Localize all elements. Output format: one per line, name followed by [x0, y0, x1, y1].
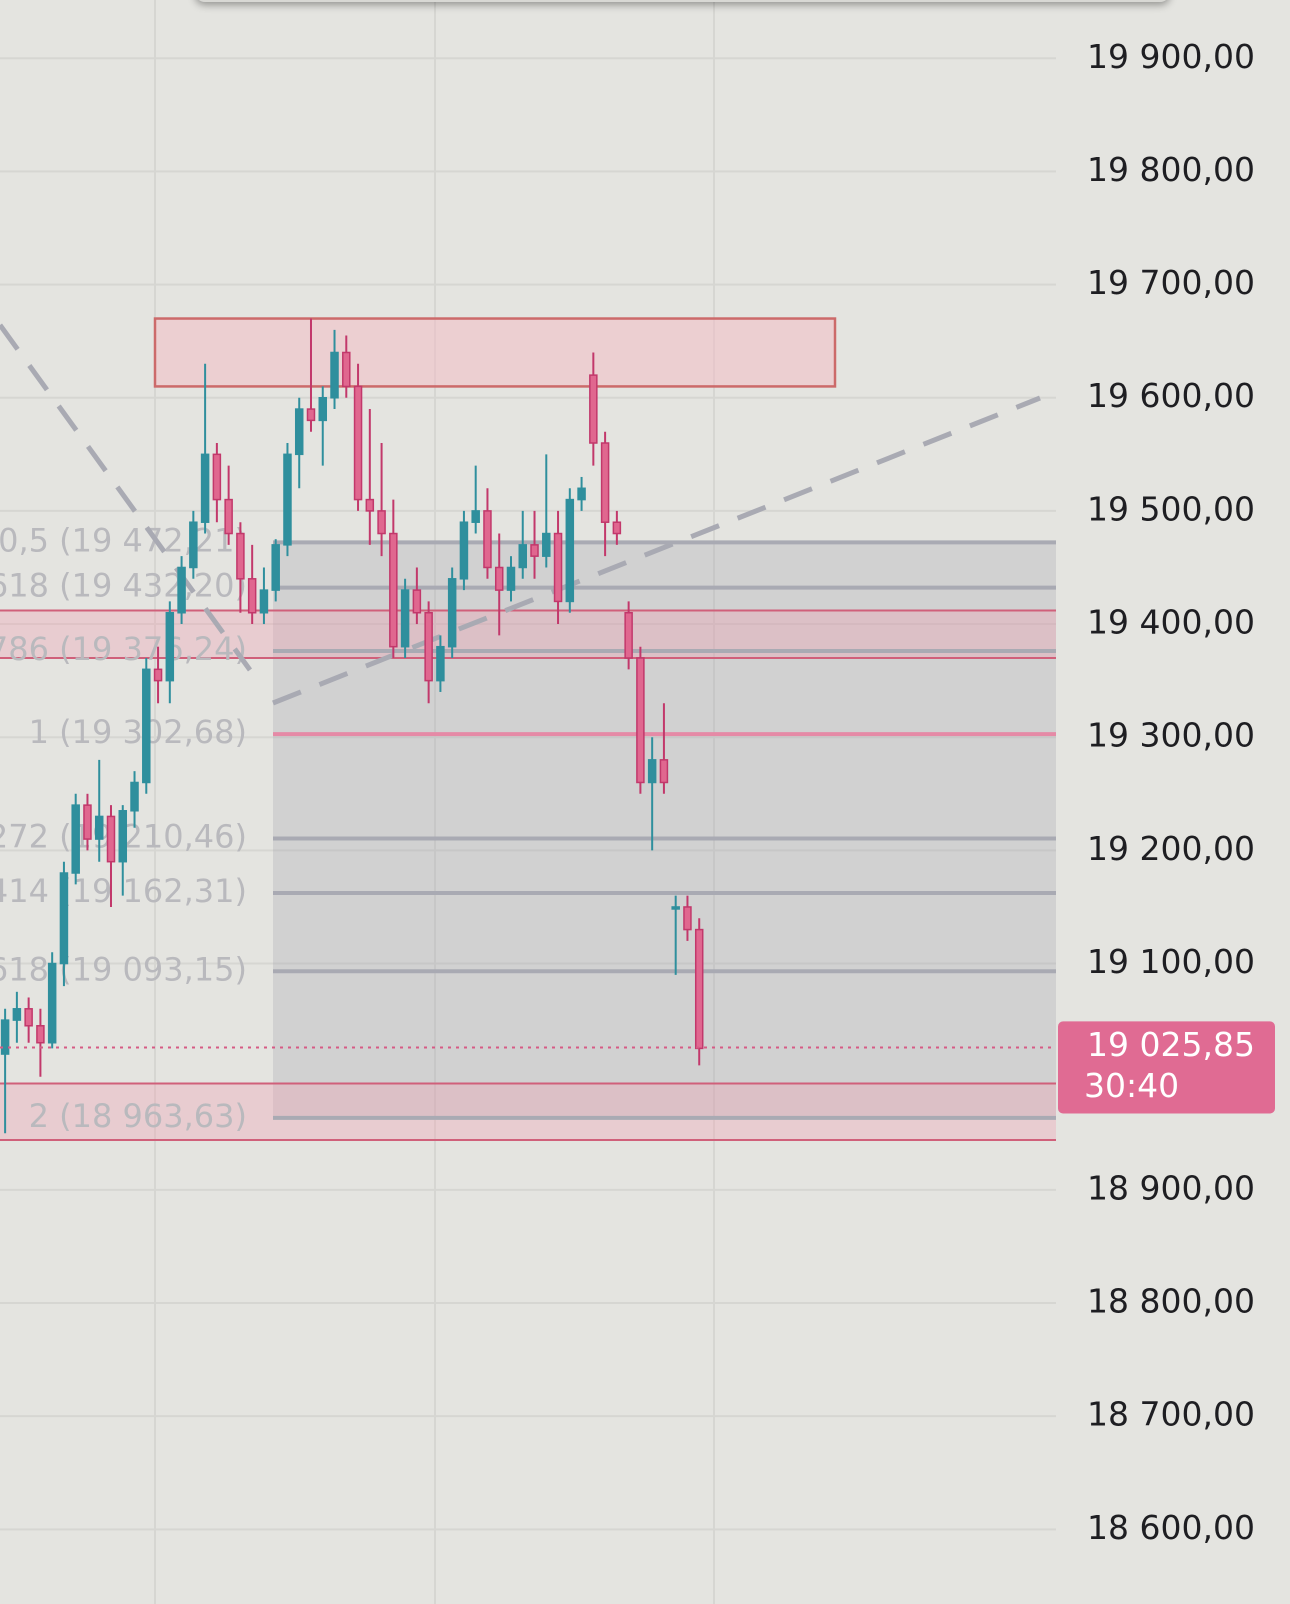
candle-body	[283, 453, 292, 546]
y-tick-label: 19 100,00	[1087, 942, 1255, 981]
candle-body	[424, 611, 433, 682]
candle-body	[212, 453, 222, 501]
candle-body	[400, 589, 410, 648]
candle-body	[365, 498, 375, 512]
y-tick-label: 19 200,00	[1087, 829, 1255, 868]
candle-body	[518, 544, 528, 569]
candle-body	[83, 804, 92, 840]
candle-body	[259, 589, 269, 614]
candle-body	[189, 521, 198, 569]
candle-body	[624, 611, 633, 659]
candle-body	[447, 578, 457, 648]
resistance-zone	[153, 317, 837, 388]
candle-body	[471, 510, 480, 523]
candle-body	[106, 815, 116, 863]
fib-label: 1,618 (19 093,15)	[0, 950, 247, 988]
y-tick-label: 19 900,00	[1087, 37, 1255, 76]
candle-body	[247, 578, 257, 614]
candle-body	[0, 1019, 10, 1055]
candle-body	[236, 532, 245, 580]
trend-line	[272, 395, 1041, 706]
candle-body	[224, 498, 233, 535]
candle-body	[377, 510, 386, 535]
background	[0, 0, 1056, 1604]
popup-edge	[199, 0, 1166, 2]
candle-body	[12, 1008, 22, 1021]
fib-label: 0,618 (19 432,20)	[0, 567, 247, 605]
price-label: 19 025,85	[1087, 1025, 1255, 1064]
candle-body	[59, 872, 69, 965]
candle-body	[659, 759, 669, 784]
candle-body	[94, 815, 104, 840]
y-tick-label: 18 900,00	[1087, 1168, 1255, 1207]
candle-body	[142, 668, 151, 784]
candle-body	[565, 498, 575, 603]
zone	[0, 1083, 1056, 1141]
candle-body	[342, 351, 351, 388]
candle-body	[130, 781, 139, 812]
candle-body	[506, 566, 516, 591]
candle-body	[318, 396, 328, 422]
candle-body	[389, 532, 398, 648]
candle-body	[494, 566, 504, 591]
candle-body	[436, 645, 445, 682]
price-badge	[1058, 1021, 1275, 1114]
candle-body	[47, 962, 57, 1044]
fib-label: 0,5 (19 472,21)	[0, 521, 247, 559]
candle-body	[200, 453, 210, 523]
fib-label: 0,786 (19 376,24)	[0, 630, 247, 668]
candle-body	[153, 668, 163, 682]
candle-body	[24, 1008, 33, 1027]
y-tick-label: 19 400,00	[1087, 603, 1255, 642]
fib-label: 2 (18 963,63)	[29, 1097, 247, 1135]
y-tick-label: 19 800,00	[1087, 150, 1255, 189]
candle-body	[636, 657, 645, 784]
candle-body	[330, 351, 339, 399]
candle-body	[118, 810, 128, 863]
candle-body	[553, 532, 563, 603]
y-tick-label: 19 500,00	[1087, 489, 1255, 528]
candle-body	[589, 374, 598, 444]
candle-body	[647, 759, 657, 784]
fib-label: 1 (19 302,68)	[29, 713, 247, 751]
y-tick-label: 19 300,00	[1087, 716, 1255, 755]
candle-body	[353, 385, 363, 501]
candle-body	[671, 906, 680, 910]
candle-body	[483, 510, 492, 569]
candle-body	[165, 611, 175, 682]
candle-body	[177, 566, 186, 614]
y-tick-label: 18 700,00	[1087, 1395, 1255, 1434]
trend-line	[0, 323, 253, 672]
candle-body	[542, 532, 551, 557]
candle-body	[459, 521, 469, 580]
candle-body	[412, 589, 422, 614]
candle-body	[683, 906, 692, 931]
countdown-label: 30:40	[1084, 1066, 1179, 1105]
candle-body	[612, 521, 622, 535]
candle-body	[530, 544, 539, 557]
y-tick-label: 19 600,00	[1087, 376, 1255, 415]
candle-body	[271, 544, 280, 591]
candle-body	[71, 804, 80, 874]
y-tick-label: 18 800,00	[1087, 1282, 1255, 1321]
y-tick-label: 18 600,00	[1087, 1508, 1255, 1547]
candle-body	[577, 487, 586, 501]
candle-body	[600, 442, 610, 523]
candle-body	[294, 408, 304, 456]
candle-body	[306, 408, 316, 422]
candle-body	[36, 1025, 45, 1044]
candle-body	[694, 928, 704, 1050]
y-tick-label: 19 700,00	[1087, 263, 1255, 302]
